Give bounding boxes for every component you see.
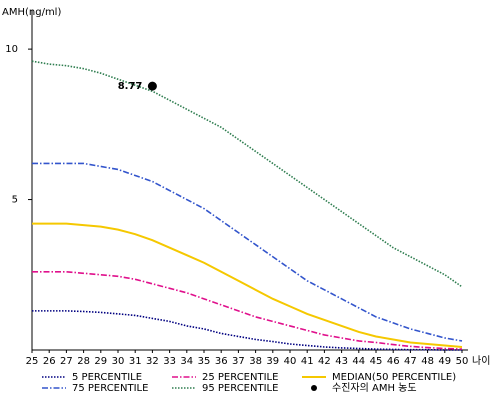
y-tick-label: 10 (5, 44, 18, 55)
x-tick-label: 46 (387, 356, 400, 367)
series-line (32, 222, 463, 348)
x-tick-label: 32 (146, 356, 159, 367)
legend-label: 5 PERCENTILE (72, 372, 142, 383)
x-tick-label: 37 (232, 356, 245, 367)
legend-label: 25 PERCENTILE (202, 372, 278, 383)
x-tick-label: 30 (112, 356, 125, 367)
x-tick-label: 47 (404, 356, 417, 367)
x-tick-label: 50 (456, 356, 469, 367)
x-tick-label: 43 (335, 356, 348, 367)
x-tick-label: 41 (301, 356, 314, 367)
x-tick-label: 35 (198, 356, 211, 367)
legend-swatch (311, 385, 317, 391)
x-tick-label: 25 (26, 356, 39, 367)
x-tick-label: 49 (438, 356, 451, 367)
legend-label: MEDIAN(50 PERCENTILE) (332, 372, 456, 383)
x-tick-label: 44 (352, 356, 365, 367)
legend-label: 수진자의 AMH 농도 (332, 382, 417, 394)
x-tick-label: 45 (370, 356, 383, 367)
x-tick-label: 33 (163, 356, 176, 367)
x-axis-label: 나이 (472, 355, 490, 367)
series-line (31, 60, 463, 288)
x-tick-label: 39 (266, 356, 279, 367)
x-tick-label: 31 (129, 356, 142, 367)
x-tick-label: 26 (43, 356, 56, 367)
x-tick-label: 40 (284, 356, 297, 367)
x-tick-label: 36 (215, 356, 228, 367)
series-line (32, 270, 463, 350)
x-tick-label: 34 (180, 356, 193, 367)
patient-point (147, 81, 157, 91)
x-tick-label: 42 (318, 356, 331, 367)
series-line (32, 310, 462, 351)
legend-label: 95 PERCENTILE (202, 383, 278, 394)
legend-label: 75 PERCENTILE (72, 383, 148, 394)
series-line (32, 162, 463, 342)
x-tick-label: 27 (60, 356, 73, 367)
x-tick-label: 29 (94, 356, 107, 367)
x-tick-label: 48 (421, 356, 434, 367)
x-tick-label: 28 (77, 356, 90, 367)
y-tick-label: 5 (12, 195, 18, 206)
point-label: 8.77 (118, 81, 143, 92)
x-tick-label: 38 (249, 356, 262, 367)
